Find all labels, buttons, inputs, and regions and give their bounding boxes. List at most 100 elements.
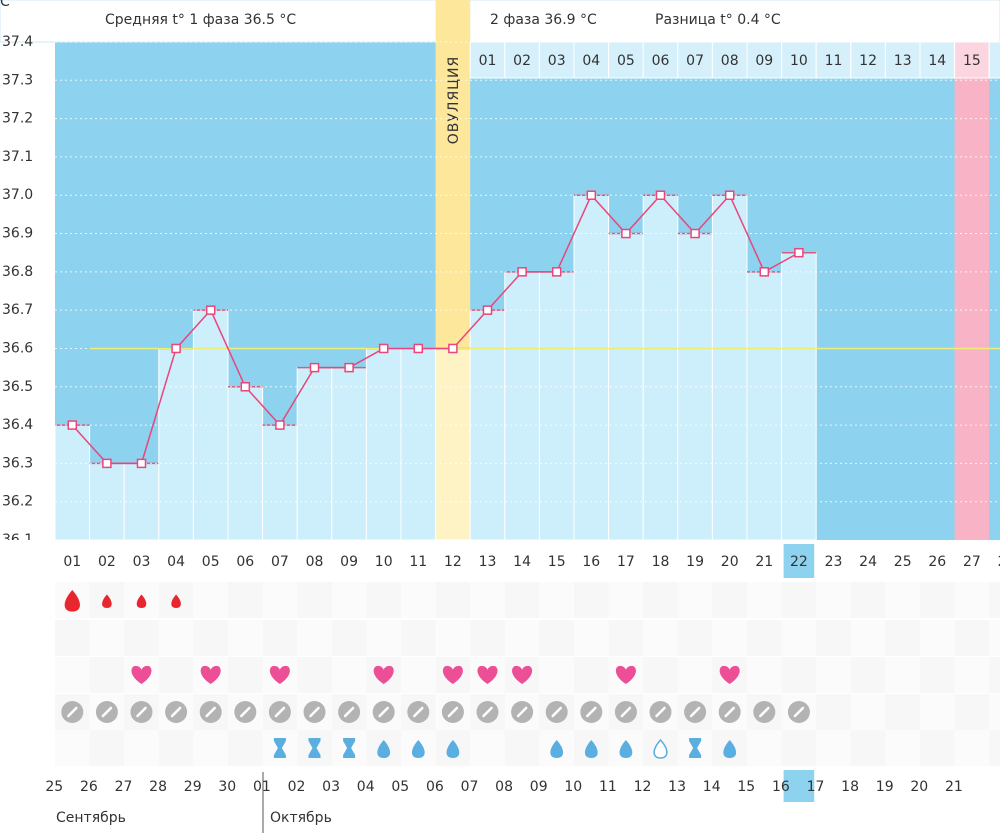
icon-cell [331, 582, 367, 618]
phase2-cell [850, 41, 886, 79]
x-tick-label: 01 [63, 554, 81, 570]
icon-cell [989, 730, 1000, 766]
point [171, 343, 181, 354]
icon-cell [747, 657, 782, 693]
icon-cell [885, 620, 920, 656]
phase2-day: 01 [479, 53, 497, 69]
date-label: 19 [876, 779, 894, 795]
icon-cell [920, 582, 955, 618]
icon-cell [470, 730, 505, 766]
icon-cell [816, 582, 851, 618]
y-tick-label: 36.4 [2, 417, 33, 433]
icon-cell [608, 620, 644, 656]
y-tick-label: 37.0 [2, 187, 33, 203]
icon-cell [55, 657, 90, 693]
phase2-day: 04 [582, 53, 600, 69]
icon-cell [954, 694, 990, 730]
icon-cell [781, 620, 817, 656]
icon-cell [331, 620, 367, 656]
icon-cell [228, 620, 263, 656]
date-label: 16 [772, 779, 790, 795]
phase2-day: 03 [548, 53, 566, 69]
icon-cell [158, 657, 194, 693]
icon-cell [712, 582, 747, 618]
point [586, 190, 597, 200]
icon-cell [193, 582, 228, 618]
icon-cell [850, 730, 886, 766]
y-tick-label: 37.3 [2, 72, 33, 88]
icon-cell [677, 582, 713, 618]
date-label: 27 [115, 779, 133, 795]
drop-icon [411, 740, 425, 758]
date-label: 28 [149, 779, 167, 795]
icon-cell [989, 657, 1000, 693]
icon-cell [228, 730, 263, 766]
icon-cell [193, 620, 228, 656]
icon-cell [574, 657, 609, 693]
icon-cell [954, 582, 990, 618]
phase2-cell [815, 41, 852, 79]
icon-cell [954, 730, 990, 766]
icon-cell [470, 582, 505, 618]
icon-cell [193, 730, 228, 766]
point [102, 458, 112, 469]
icon-cell [297, 657, 332, 693]
ovulation-label: ОВУЛЯЦИЯ [446, 56, 462, 144]
x-tick-label: 24 [859, 554, 877, 570]
x-tick-label: 03 [133, 554, 151, 570]
drop-icon [377, 740, 391, 758]
x-tick-label: 07 [271, 554, 289, 570]
heart-icon [512, 665, 533, 684]
icon-cell [158, 730, 194, 766]
phase2-day: 12 [859, 53, 877, 69]
icon-cell [539, 582, 574, 618]
date-label: 13 [668, 779, 686, 795]
heart-icon [373, 665, 394, 684]
icon-cell [885, 657, 920, 693]
icon-cell [954, 620, 990, 656]
y-tick-label: 36.3 [2, 455, 33, 471]
bar [331, 367, 367, 541]
date-label: 04 [357, 779, 375, 795]
header [0, 0, 1000, 43]
phase2-day: 06 [652, 53, 670, 69]
icon-cell [574, 620, 609, 656]
icon-cell [89, 657, 125, 693]
y-tick-label: 36.5 [2, 379, 33, 395]
date-label: 17 [807, 779, 825, 795]
heart-icon [719, 665, 740, 684]
icon-cell [504, 582, 540, 618]
x-tick-label: 04 [167, 554, 185, 570]
date-label: 08 [495, 779, 513, 795]
point [724, 190, 735, 200]
hourglass-icon [689, 738, 702, 758]
heart-icon [442, 665, 463, 684]
bar [262, 424, 298, 541]
icon-cell [574, 582, 609, 618]
phase2-day: 15 [963, 53, 981, 69]
icon-cell [55, 730, 90, 766]
phase2-cell [919, 41, 956, 79]
icon-cell [989, 694, 1000, 730]
icon-cell [228, 657, 263, 693]
icon-cell [504, 620, 540, 656]
x-tick-label: 19 [686, 554, 704, 570]
point [344, 362, 354, 373]
test-slash [482, 706, 493, 718]
icon-cell [885, 582, 920, 618]
date-highlight [783, 770, 815, 802]
icon-cell [643, 657, 678, 693]
month-label: Октябрь [270, 810, 332, 826]
test-slash [205, 706, 216, 718]
icon-cell [712, 620, 747, 656]
bar [400, 347, 437, 541]
phase2-day: 09 [755, 53, 773, 69]
drop-icon [584, 740, 598, 758]
x-tick-label: 25 [894, 554, 912, 570]
icon-cell [435, 620, 471, 656]
icon-cell [539, 620, 574, 656]
heart-icon [131, 665, 152, 684]
bar [642, 194, 679, 541]
phase2-day: 07 [686, 53, 704, 69]
icon-cell [747, 582, 782, 618]
